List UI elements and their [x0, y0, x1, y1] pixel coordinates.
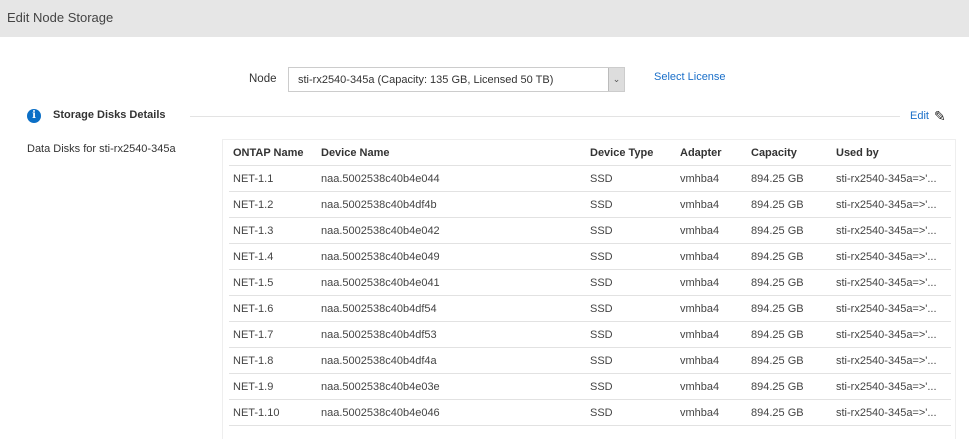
- device-type-cell: SSD: [590, 199, 613, 211]
- col-header[interactable]: Used by: [836, 147, 879, 159]
- table-header: ONTAP Name Device Name Device Type Adapt…: [229, 140, 951, 166]
- adapter-cell: vmhba4: [680, 225, 720, 237]
- table-row[interactable]: NET-1.3 naa.5002538c40b4e042 SSD vmhba4 894.…: [229, 218, 951, 244]
- table-row[interactable]: NET-1.2 naa.5002538c40b4df4b SSD vmhba4 894.…: [229, 192, 951, 218]
- table-row[interactable]: NET-1.8 naa.5002538c40b4df4a SSD vmhba4 894.…: [229, 348, 951, 374]
- capacity-cell: 894.25 GB: [751, 303, 804, 315]
- adapter-cell: vmhba4: [680, 303, 720, 315]
- table-row[interactable]: NET-1.9 naa.5002538c40b4e03e SSD vmhba4 894.…: [229, 374, 951, 400]
- ontap-name-cell: NET-1.10: [233, 407, 280, 419]
- adapter-cell: vmhba4: [680, 277, 720, 289]
- ontap-name-cell: NET-1.1: [233, 173, 274, 185]
- device-name-cell: naa.5002538c40b4e044: [321, 173, 440, 185]
- device-name-cell: naa.5002538c40b4df53: [321, 329, 437, 341]
- select-license-link[interactable]: Select License: [654, 71, 726, 83]
- capacity-cell: 894.25 GB: [751, 173, 804, 185]
- adapter-cell: vmhba4: [680, 173, 720, 185]
- table-row[interactable]: NET-1.6 naa.5002538c40b4df54 SSD vmhba4 894.…: [229, 296, 951, 322]
- page-header: Edit Node Storage: [0, 0, 969, 37]
- node-select[interactable]: sti-rx2540-345a (Capacity: 135 GB, Licen…: [288, 67, 625, 92]
- col-header[interactable]: Device Type: [590, 147, 654, 159]
- device-name-cell: naa.5002538c40b4e041: [321, 277, 440, 289]
- chevron-down-icon[interactable]: ⌄: [608, 68, 624, 91]
- device-type-cell: SSD: [590, 381, 613, 393]
- table-row[interactable]: NET-1.1 naa.5002538c40b4e044 SSD vmhba4 894.…: [229, 166, 951, 192]
- used-by-cell: sti-rx2540-345a=>'...: [836, 329, 937, 341]
- adapter-cell: vmhba4: [680, 329, 720, 341]
- info-icon: i: [27, 109, 41, 123]
- node-select-value: sti-rx2540-345a (Capacity: 135 GB, Licen…: [298, 74, 554, 86]
- ontap-name-cell: NET-1.3: [233, 225, 274, 237]
- data-disks-label: Data Disks for sti-rx2540-345a: [27, 143, 176, 155]
- table-row[interactable]: NET-1.4 naa.5002538c40b4e049 SSD vmhba4 894.…: [229, 244, 951, 270]
- col-header[interactable]: ONTAP Name: [233, 147, 304, 159]
- device-type-cell: SSD: [590, 251, 613, 263]
- capacity-cell: 894.25 GB: [751, 199, 804, 211]
- used-by-cell: sti-rx2540-345a=>'...: [836, 303, 937, 315]
- device-type-cell: SSD: [590, 173, 613, 185]
- device-name-cell: naa.5002538c40b4e03e: [321, 381, 440, 393]
- capacity-cell: 894.25 GB: [751, 225, 804, 237]
- device-name-cell: naa.5002538c40b4df4b: [321, 199, 437, 211]
- adapter-cell: vmhba4: [680, 381, 720, 393]
- adapter-cell: vmhba4: [680, 407, 720, 419]
- col-header[interactable]: Capacity: [751, 147, 797, 159]
- capacity-cell: 894.25 GB: [751, 277, 804, 289]
- capacity-cell: 894.25 GB: [751, 381, 804, 393]
- used-by-cell: sti-rx2540-345a=>'...: [836, 225, 937, 237]
- section-divider: [190, 116, 900, 117]
- used-by-cell: sti-rx2540-345a=>'...: [836, 277, 937, 289]
- device-name-cell: naa.5002538c40b4e046: [321, 407, 440, 419]
- table-row[interactable]: NET-1.7 naa.5002538c40b4df53 SSD vmhba4 894.…: [229, 322, 951, 348]
- used-by-cell: sti-rx2540-345a=>'...: [836, 173, 937, 185]
- table-row[interactable]: NET-1.5 naa.5002538c40b4e041 SSD vmhba4 894.…: [229, 270, 951, 296]
- device-type-cell: SSD: [590, 225, 613, 237]
- capacity-cell: 894.25 GB: [751, 251, 804, 263]
- ontap-name-cell: NET-1.7: [233, 329, 274, 341]
- table-row[interactable]: NET-1.10 naa.5002538c40b4e046 SSD vmhba4 894…: [229, 400, 951, 426]
- device-name-cell: naa.5002538c40b4e042: [321, 225, 440, 237]
- used-by-cell: sti-rx2540-345a=>'...: [836, 199, 937, 211]
- adapter-cell: vmhba4: [680, 355, 720, 367]
- ontap-name-cell: NET-1.6: [233, 303, 274, 315]
- col-header[interactable]: Device Name: [321, 147, 390, 159]
- adapter-cell: vmhba4: [680, 199, 720, 211]
- used-by-cell: sti-rx2540-345a=>'...: [836, 407, 937, 419]
- device-type-cell: SSD: [590, 329, 613, 341]
- device-name-cell: naa.5002538c40b4df54: [321, 303, 437, 315]
- ontap-name-cell: NET-1.8: [233, 355, 274, 367]
- device-type-cell: SSD: [590, 355, 613, 367]
- device-type-cell: SSD: [590, 277, 613, 289]
- pencil-icon[interactable]: ✎: [934, 108, 946, 124]
- ontap-name-cell: NET-1.2: [233, 199, 274, 211]
- capacity-cell: 894.25 GB: [751, 355, 804, 367]
- page-title: Edit Node Storage: [7, 10, 114, 25]
- capacity-cell: 894.25 GB: [751, 329, 804, 341]
- node-label: Node: [249, 73, 277, 85]
- device-type-cell: SSD: [590, 303, 613, 315]
- edit-link[interactable]: Edit: [910, 110, 929, 122]
- device-type-cell: SSD: [590, 407, 613, 419]
- section-title: Storage Disks Details: [53, 109, 166, 121]
- capacity-cell: 894.25 GB: [751, 407, 804, 419]
- ontap-name-cell: NET-1.5: [233, 277, 274, 289]
- used-by-cell: sti-rx2540-345a=>'...: [836, 355, 937, 367]
- ontap-name-cell: NET-1.9: [233, 381, 274, 393]
- device-name-cell: naa.5002538c40b4df4a: [321, 355, 437, 367]
- ontap-name-cell: NET-1.4: [233, 251, 274, 263]
- disks-table: ONTAP Name Device Name Device Type Adapt…: [222, 139, 956, 439]
- adapter-cell: vmhba4: [680, 251, 720, 263]
- used-by-cell: sti-rx2540-345a=>'...: [836, 381, 937, 393]
- device-name-cell: naa.5002538c40b4e049: [321, 251, 440, 263]
- used-by-cell: sti-rx2540-345a=>'...: [836, 251, 937, 263]
- col-header[interactable]: Adapter: [680, 147, 722, 159]
